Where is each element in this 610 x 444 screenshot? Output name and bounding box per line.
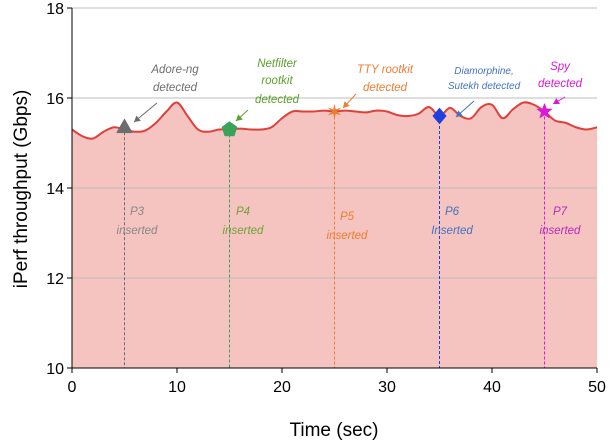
- x-axis-title: Time (sec): [289, 420, 378, 441]
- x-tick-label: 10: [168, 379, 186, 396]
- arrowhead: [456, 110, 463, 117]
- detected-annotation: Spy: [550, 61, 571, 73]
- y-tick-label: 18: [46, 1, 64, 18]
- asterisk-marker: [328, 104, 341, 119]
- x-tick-label: 50: [588, 379, 606, 396]
- plot-area: Adore-ng detected P3 inserted Netfilter rootk…: [71, 7, 598, 368]
- y-tick-label: 12: [46, 271, 64, 288]
- arrowhead: [553, 97, 560, 104]
- x-tick-label: 30: [378, 379, 396, 396]
- inserted-annotation: inserted: [327, 230, 369, 242]
- diamond-marker: [432, 107, 447, 125]
- detected-annotation: detected: [153, 82, 198, 94]
- y-tick-label: 16: [46, 91, 64, 108]
- inserted-annotation: inserted: [223, 225, 265, 237]
- inserted-annotation: P7: [553, 206, 568, 218]
- pentagon-marker: [221, 121, 238, 137]
- detected-annotation: TTY rootkit: [357, 64, 414, 76]
- y-axis-title: iPerf throughput (Gbps): [11, 90, 32, 289]
- detected-annotation: detected: [363, 82, 408, 94]
- area-fill: [72, 102, 597, 368]
- inserted-annotation: P6: [445, 206, 460, 218]
- inserted-annotation: inserted: [117, 225, 159, 237]
- detected-annotation: Diamorphine,: [454, 66, 513, 77]
- detected-annotation: detected: [255, 94, 300, 106]
- arrowhead: [343, 101, 350, 108]
- inserted-annotation: P3: [130, 206, 145, 218]
- arrowhead: [236, 114, 243, 121]
- detected-annotation: detected: [538, 78, 583, 90]
- y-tick-label: 14: [46, 181, 64, 198]
- inserted-annotation: inserted: [540, 225, 582, 237]
- inserted-annotation: P5: [340, 211, 355, 223]
- detected-annotation: Sutekh detected: [448, 81, 521, 92]
- x-tick-label: 40: [483, 379, 501, 396]
- triangle-marker: [116, 118, 133, 134]
- detected-annotation: Adore-ng: [150, 64, 199, 76]
- x-tick-label: 20: [273, 379, 291, 396]
- detected-annotation: Netfilter: [257, 58, 298, 70]
- arrowhead: [134, 115, 141, 122]
- y-tick-label: 10: [46, 361, 64, 378]
- inserted-annotation: P4: [236, 206, 250, 218]
- x-tick-label: 0: [68, 379, 77, 396]
- detected-annotation: rootkit: [261, 75, 293, 87]
- star-marker: [536, 102, 553, 119]
- inserted-annotation: Inserted: [431, 225, 473, 237]
